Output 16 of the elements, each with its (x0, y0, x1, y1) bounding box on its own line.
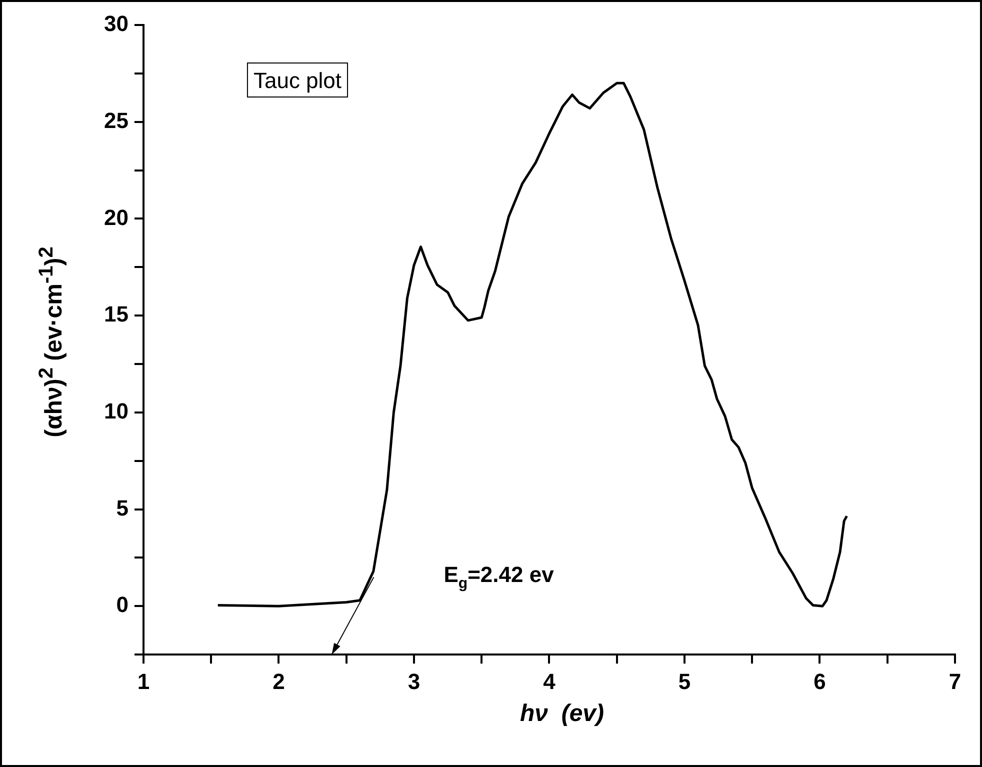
annotation: Tauc plot (253, 68, 342, 93)
x-tick-label: 4 (543, 668, 556, 694)
y-tick-label: 30 (104, 11, 128, 36)
y-tick-label: 0 (116, 592, 128, 618)
y-tick-label: 5 (116, 495, 128, 520)
y-tick-label: 10 (104, 398, 128, 424)
x-tick-label: 7 (948, 668, 962, 694)
y-tick-label: 15 (104, 302, 128, 327)
x-tick-label: 2 (272, 668, 285, 694)
x-tick-label: 1 (137, 668, 150, 694)
x-tick-label: 5 (678, 668, 691, 694)
x-tick-label: 6 (814, 668, 826, 694)
x-tick-label: 3 (408, 668, 420, 694)
y-tick-label: 25 (104, 108, 128, 133)
y-tick-label: 20 (104, 204, 128, 230)
x-axis-title: hν (ev) (520, 700, 604, 728)
